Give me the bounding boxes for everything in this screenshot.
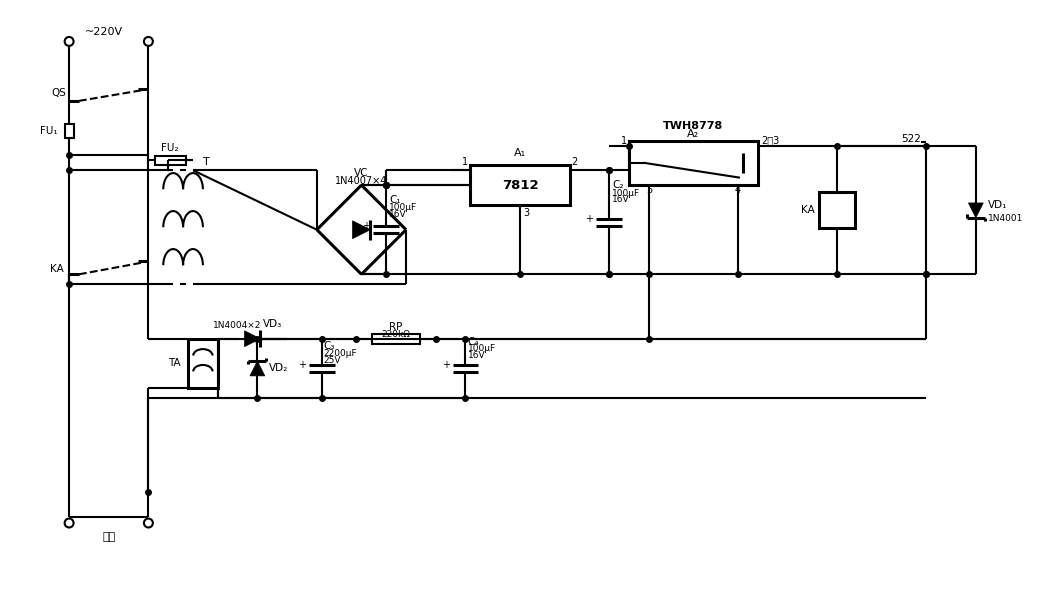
- Text: 1N4001: 1N4001: [988, 214, 1023, 223]
- Text: RP: RP: [389, 322, 402, 332]
- Text: VC: VC: [355, 168, 369, 178]
- Text: 2: 2: [572, 157, 578, 168]
- Bar: [372, 334, 420, 344]
- Text: 25V: 25V: [323, 356, 341, 365]
- Text: FU₁: FU₁: [41, 126, 58, 136]
- Text: VD₃: VD₃: [263, 319, 282, 329]
- Text: KA: KA: [801, 205, 814, 215]
- Text: C₄: C₄: [467, 336, 479, 347]
- Text: +: +: [586, 214, 594, 224]
- Text: FU₂: FU₂: [161, 144, 179, 154]
- Text: T: T: [203, 157, 210, 168]
- Text: C₁: C₁: [389, 195, 400, 205]
- Text: QS: QS: [51, 88, 67, 98]
- Polygon shape: [250, 361, 265, 376]
- Polygon shape: [244, 331, 260, 347]
- Bar: [188, 339, 217, 388]
- Text: A₁: A₁: [514, 149, 526, 158]
- Text: 输出: 输出: [102, 532, 115, 542]
- Text: 2200μF: 2200μF: [323, 349, 358, 358]
- Text: 3: 3: [523, 208, 529, 218]
- Text: 1N4004×2: 1N4004×2: [213, 321, 262, 330]
- Text: 16V: 16V: [613, 195, 630, 204]
- Polygon shape: [968, 203, 983, 218]
- Text: +: +: [442, 360, 449, 370]
- Text: C₃: C₃: [323, 341, 335, 351]
- Text: VD₂: VD₂: [269, 363, 288, 373]
- Text: 7812: 7812: [501, 179, 539, 192]
- Polygon shape: [353, 221, 370, 239]
- Text: 16V: 16V: [389, 211, 407, 219]
- Text: 16V: 16V: [467, 351, 485, 360]
- Text: TA: TA: [168, 359, 181, 368]
- Text: ~220V: ~220V: [84, 26, 123, 36]
- Text: 220kΩ: 220kΩ: [382, 330, 411, 340]
- Text: +: +: [362, 221, 370, 231]
- Text: 100μF: 100μF: [467, 344, 496, 353]
- Text: VD₁: VD₁: [988, 200, 1007, 211]
- Bar: [629, 141, 758, 185]
- Text: TWH8778: TWH8778: [664, 121, 724, 131]
- Bar: [64, 123, 74, 138]
- Text: 1: 1: [621, 136, 627, 146]
- Bar: [820, 192, 855, 228]
- Bar: [470, 165, 570, 205]
- Text: 2，3: 2，3: [761, 136, 779, 146]
- Text: 4: 4: [735, 185, 742, 195]
- Text: 100μF: 100μF: [389, 203, 417, 212]
- Text: 1: 1: [463, 157, 468, 168]
- Text: +: +: [297, 360, 306, 370]
- Text: 1N4007×4: 1N4007×4: [335, 176, 388, 186]
- Text: 5: 5: [646, 185, 652, 195]
- Text: A₂: A₂: [687, 128, 700, 139]
- Text: 100μF: 100μF: [613, 188, 641, 198]
- Text: C₂: C₂: [613, 180, 624, 190]
- Text: 522: 522: [902, 133, 921, 144]
- Bar: [155, 156, 186, 165]
- Text: KA: KA: [50, 265, 64, 274]
